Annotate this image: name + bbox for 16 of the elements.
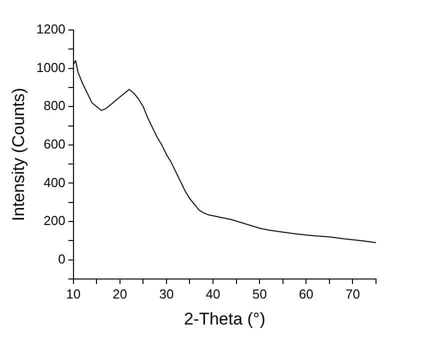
x-tick-label: 50 xyxy=(252,286,267,302)
y-axis-title: Intensity (Counts) xyxy=(8,88,28,222)
y-tick-label: 400 xyxy=(44,174,66,190)
x-tick-label: 10 xyxy=(66,286,81,302)
x-tick-label: 20 xyxy=(112,286,128,302)
y-tick-label: 1200 xyxy=(36,22,66,37)
x-axis-title: 2-Theta (°) xyxy=(184,309,266,328)
x-tick-label: 60 xyxy=(298,286,314,302)
x-tick-label: 70 xyxy=(345,286,360,302)
y-tick-label: 1000 xyxy=(36,60,66,75)
y-tick-label: 600 xyxy=(44,136,66,152)
y-tick-label: 0 xyxy=(58,251,66,266)
x-tick-label: 40 xyxy=(206,286,220,302)
y-tick-label: 200 xyxy=(44,213,66,228)
y-tick-label: 800 xyxy=(44,98,66,114)
x-tick-label: 30 xyxy=(159,286,174,302)
